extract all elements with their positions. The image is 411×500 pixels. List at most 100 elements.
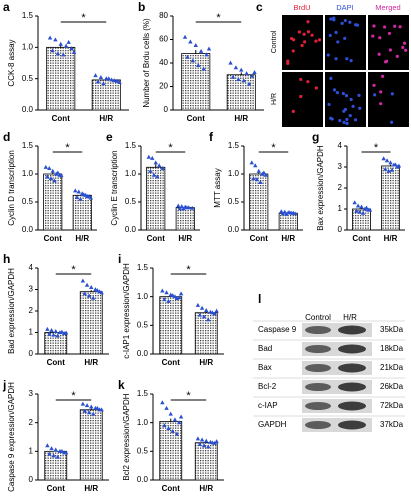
data-point xyxy=(196,62,201,67)
nucleus xyxy=(402,41,407,45)
panel-letter: h xyxy=(3,252,10,266)
y-tick-label: 1.5 xyxy=(125,141,137,150)
y-tick-label: 2 xyxy=(29,306,34,315)
nucleus xyxy=(344,94,349,98)
significance-label: * xyxy=(374,142,379,154)
data-point xyxy=(45,174,50,179)
nucleus xyxy=(380,74,385,78)
y-tick-label: 0 xyxy=(29,475,34,484)
x-tick-label: H/R xyxy=(199,484,213,493)
micrograph xyxy=(368,15,409,70)
y-axis-label: Bax expression/GAPDH xyxy=(316,145,325,231)
data-point xyxy=(157,163,162,168)
nucleus xyxy=(390,92,394,96)
data-point xyxy=(52,178,57,183)
data-point xyxy=(59,329,65,334)
y-tick-label: 1.0 xyxy=(228,169,240,178)
data-point xyxy=(261,170,267,175)
y-tick-label: 4 xyxy=(29,263,34,272)
data-point xyxy=(367,207,373,212)
x-tick-label: H/R xyxy=(384,234,398,243)
nucleus xyxy=(340,21,344,25)
y-tick-label: 3 xyxy=(338,162,343,171)
y-axis-label: c-IAP1 expression/GAPDH xyxy=(122,263,131,359)
y-axis-label: Number of Brdu cells (%) xyxy=(142,18,151,108)
y-tick-label: 1 xyxy=(29,328,34,337)
x-tick-label: H/R xyxy=(178,234,192,243)
bar xyxy=(46,46,76,111)
nucleus xyxy=(401,45,405,49)
data-point xyxy=(206,444,211,449)
nucleus xyxy=(387,31,392,36)
y-tick-label: 0.5 xyxy=(22,197,34,206)
data-point xyxy=(61,52,66,57)
data-point xyxy=(81,192,87,197)
nucleus xyxy=(389,120,394,124)
data-point xyxy=(182,34,188,39)
data-point xyxy=(174,295,180,300)
significance-label: * xyxy=(65,142,70,154)
x-tick-label: H/R xyxy=(75,234,89,243)
y-tick-label: 0.0 xyxy=(125,225,137,234)
size-label: 37kDa xyxy=(380,420,404,429)
y-axis-label: Caspase 9 expression/GAPDH xyxy=(7,382,16,492)
data-point xyxy=(170,428,175,433)
data-point xyxy=(228,60,233,65)
size-label: 18kDa xyxy=(380,344,404,353)
data-point xyxy=(204,308,209,313)
nucleus xyxy=(351,104,355,108)
y-tick-label: 0.5 xyxy=(125,197,137,206)
nucleus xyxy=(297,30,301,34)
data-point xyxy=(251,176,256,181)
data-point xyxy=(99,290,104,295)
data-point xyxy=(55,333,60,338)
data-point xyxy=(80,278,86,283)
data-point xyxy=(48,176,54,181)
y-axis-label: Cyclin E transcription xyxy=(110,150,119,225)
data-point xyxy=(45,326,50,331)
panel-letter: d xyxy=(3,130,10,144)
data-point xyxy=(280,211,286,216)
lane-label: H/R xyxy=(343,313,357,322)
x-tick-label: H/R xyxy=(281,234,295,243)
nucleus xyxy=(326,53,330,57)
bar xyxy=(175,207,195,231)
x-tick-label: H/R xyxy=(199,358,213,367)
data-point xyxy=(204,52,209,57)
row-label: H/R xyxy=(271,93,278,105)
nucleus xyxy=(378,36,382,40)
data-point xyxy=(164,290,169,295)
nucleus xyxy=(329,17,333,21)
y-tick-label: 3 xyxy=(29,285,34,294)
data-point xyxy=(80,401,86,406)
data-point xyxy=(253,163,258,168)
y-tick-label: 20 xyxy=(159,82,168,91)
panel-letter: f xyxy=(209,130,214,144)
data-point xyxy=(86,410,92,415)
x-tick-label: Cont xyxy=(47,484,66,493)
size-label: 72kDa xyxy=(380,401,404,410)
nucleus xyxy=(343,107,348,112)
data-point xyxy=(168,411,173,416)
nucleus xyxy=(306,20,310,24)
column-header: Merged xyxy=(375,3,400,12)
data-point xyxy=(179,204,184,209)
data-point xyxy=(199,437,205,442)
data-point xyxy=(111,78,117,83)
data-point xyxy=(252,70,257,74)
data-point xyxy=(63,330,69,335)
nucleus xyxy=(404,48,408,52)
y-tick-label: 80 xyxy=(159,11,168,20)
data-point xyxy=(95,79,101,84)
significance-label: * xyxy=(216,12,221,24)
data-point xyxy=(381,156,386,161)
band xyxy=(338,363,366,373)
data-point xyxy=(50,48,55,53)
data-point xyxy=(383,166,388,171)
data-point xyxy=(181,206,186,211)
data-point xyxy=(246,81,252,86)
column-header: BrdU xyxy=(293,3,310,12)
data-point xyxy=(388,160,393,165)
nucleus xyxy=(334,30,338,35)
protein-label: Caspase 9 xyxy=(258,325,297,334)
